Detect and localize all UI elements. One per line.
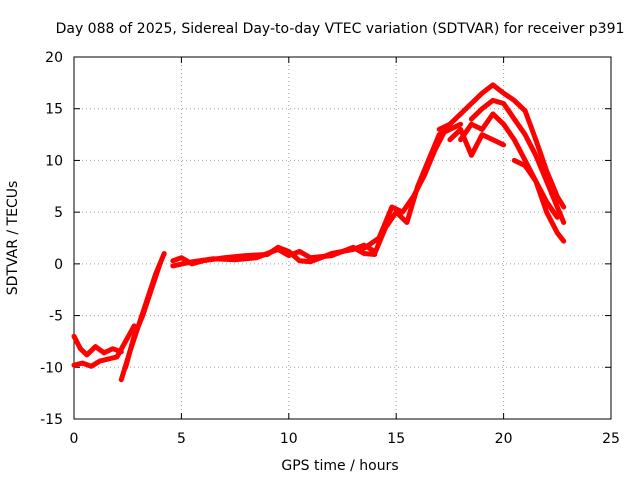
y-axis-label: SDTVAR / TECUs	[5, 181, 21, 296]
y-tick-label: 20	[45, 50, 63, 66]
chart-title: Day 088 of 2025, Sidereal Day-to-day VTE…	[56, 21, 625, 37]
y-tick-label: 15	[45, 102, 63, 118]
y-tick-label: -5	[49, 309, 63, 325]
series-line-sat-l	[447, 126, 507, 158]
y-tick-label: 0	[54, 257, 63, 273]
series-line-sat-a	[71, 333, 124, 358]
y-tick-label: -15	[40, 412, 63, 428]
x-tick-label: 5	[177, 431, 186, 447]
series-line-sat-i	[436, 82, 567, 210]
y-tick-label: -10	[40, 360, 63, 376]
series-line-sat-m	[511, 157, 560, 220]
x-tick-label: 25	[602, 431, 620, 447]
y-tick-label: 10	[45, 153, 63, 169]
series-line-sat-k	[458, 111, 567, 244]
x-tick-label: 20	[495, 431, 513, 447]
x-tick-label: 15	[387, 431, 405, 447]
plot-frame	[73, 56, 612, 420]
axis-ticks: 0 5 10 15 20 25 -15 -10 -5 0 5 10 15 20	[40, 50, 620, 447]
x-tick-label: 10	[280, 431, 298, 447]
series-line-sat-d	[123, 261, 163, 370]
series-group	[71, 82, 567, 383]
y-tick-label: 5	[54, 205, 63, 221]
series-line-sat-f	[170, 244, 378, 269]
grid	[74, 57, 611, 419]
x-tick-label: 0	[70, 431, 79, 447]
series-line-sat-j	[468, 97, 567, 225]
series-line-sat-b	[71, 323, 137, 369]
series-line-sat-h	[361, 126, 449, 251]
x-axis-label: GPS time / hours	[281, 458, 398, 474]
